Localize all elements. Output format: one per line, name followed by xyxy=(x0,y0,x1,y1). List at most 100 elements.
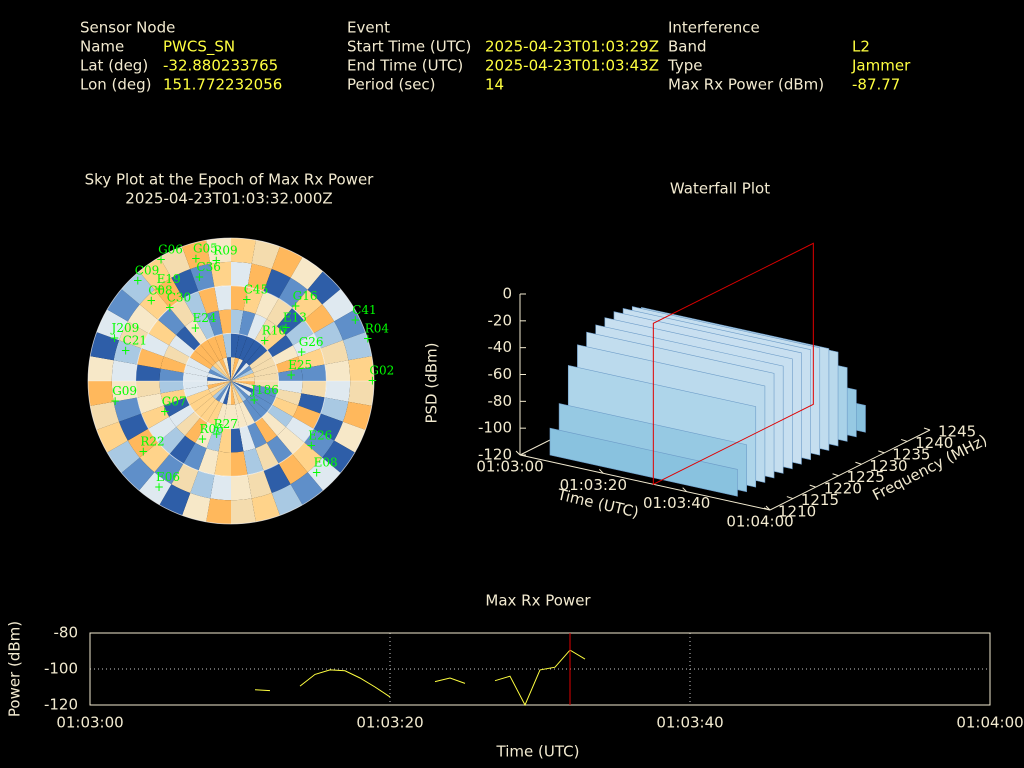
y-tick-label: 1210 xyxy=(778,503,816,521)
sky-cell xyxy=(348,381,374,406)
sky-cell xyxy=(206,498,231,524)
sky-cell xyxy=(219,358,231,381)
sky-cell xyxy=(334,421,366,453)
field-value: Jammer xyxy=(851,57,911,75)
satellite-label: R06 xyxy=(199,422,223,436)
sky-cell xyxy=(90,332,120,361)
sky-cell xyxy=(304,428,335,458)
satellite-label: G05 xyxy=(193,241,218,255)
satellite-marker: + xyxy=(306,438,316,452)
satellite-label: R09 xyxy=(213,244,237,258)
y-tick xyxy=(832,473,839,477)
sky-cell xyxy=(195,313,215,340)
sky-cell xyxy=(231,381,243,404)
sky-cell xyxy=(169,404,195,427)
sky-cell xyxy=(127,304,158,334)
sky-cell xyxy=(231,261,252,288)
sky-cell xyxy=(183,442,207,471)
field-label: End Time (UTC) xyxy=(347,57,463,75)
sky-cell xyxy=(231,381,240,405)
satellite-marker: + xyxy=(297,345,307,359)
sky-cell xyxy=(194,396,216,418)
sky-cell xyxy=(231,498,256,524)
sky-cell xyxy=(212,381,231,400)
satellite-marker: + xyxy=(138,444,148,458)
sky-cell xyxy=(121,457,155,491)
sky-cell xyxy=(285,319,314,346)
field-value: 151.772232056 xyxy=(163,76,282,94)
sky-cell xyxy=(210,365,231,381)
sky-cell xyxy=(113,340,142,365)
sky-cell xyxy=(243,448,264,475)
satellite-label: C36 xyxy=(196,260,220,274)
satellite-marker: + xyxy=(110,331,120,345)
sky-cell xyxy=(231,381,236,405)
field-value: -32.880233765 xyxy=(163,57,278,75)
y-tick xyxy=(809,484,816,488)
sky-cell xyxy=(160,356,187,373)
satellite-marker: + xyxy=(286,368,296,382)
sky-cell xyxy=(271,484,303,516)
satellite-label: C45 xyxy=(244,282,268,296)
z-tick-label: 0 xyxy=(502,285,512,303)
sky-cell xyxy=(222,404,231,429)
sky-cell xyxy=(198,287,219,314)
sky-cell xyxy=(324,360,351,381)
sky-cell xyxy=(247,313,267,340)
y-tick-label: 1245 xyxy=(938,423,976,441)
psd-slice xyxy=(549,427,738,497)
x-tick-label: 01:04:00 xyxy=(726,513,793,531)
sky-cell xyxy=(231,376,255,381)
y-tick-label: 1220 xyxy=(824,480,862,498)
y-tick-label: 1225 xyxy=(847,468,885,486)
sky-cell xyxy=(231,365,252,381)
sky-cell xyxy=(127,428,158,458)
sky-cell xyxy=(253,385,278,398)
satellite-marker: + xyxy=(291,299,301,313)
sky-cell xyxy=(113,397,142,422)
sky-cell xyxy=(190,470,215,499)
sky-cell xyxy=(121,271,155,305)
sky-cell xyxy=(215,381,231,402)
y-tick xyxy=(855,461,862,465)
x-tick-label: 01:03:20 xyxy=(560,476,627,494)
satellite-marker: + xyxy=(197,432,207,446)
satellite-marker: + xyxy=(155,282,165,296)
sky-cell xyxy=(254,319,277,345)
satellite-label: C41 xyxy=(352,303,376,317)
field-label: Lat (deg) xyxy=(80,57,148,75)
sky-cell xyxy=(189,392,213,412)
satellite-marker: + xyxy=(121,343,131,357)
satellite-marker: + xyxy=(165,300,175,314)
sky-cell xyxy=(163,345,190,365)
sky-cell xyxy=(231,381,252,397)
satellite-label: E13 xyxy=(283,311,307,325)
sky-cell xyxy=(189,350,213,370)
sky-cell xyxy=(207,336,223,361)
sky-cell xyxy=(210,261,231,288)
field-value: 2025-04-23T01:03:29Z xyxy=(485,38,659,56)
sky-cell xyxy=(141,333,170,357)
x-tick-label: 01:03:00 xyxy=(476,458,543,476)
satellite-marker: + xyxy=(160,404,170,418)
sky-cell xyxy=(243,287,264,314)
sky-cell xyxy=(255,442,279,471)
sky-cell xyxy=(148,319,177,346)
satellite-label: C09 xyxy=(135,264,159,278)
sky-cell xyxy=(239,336,255,361)
chart-title: Max Rx Power xyxy=(485,592,591,610)
field-label: Period (sec) xyxy=(347,76,436,94)
sky-cell xyxy=(222,333,231,358)
sky-cell xyxy=(292,405,321,429)
sky-cell xyxy=(231,451,248,477)
sky-cell xyxy=(194,344,216,366)
y-tick-label: 1230 xyxy=(869,457,907,475)
sky-cell xyxy=(214,403,227,428)
sky-cell xyxy=(239,310,256,337)
sky-cell xyxy=(90,401,120,430)
sky-cell xyxy=(198,448,219,475)
sky-cell xyxy=(135,364,161,381)
sky-cell xyxy=(186,389,211,405)
sky-cell xyxy=(231,369,254,381)
sky-cell xyxy=(276,426,305,455)
